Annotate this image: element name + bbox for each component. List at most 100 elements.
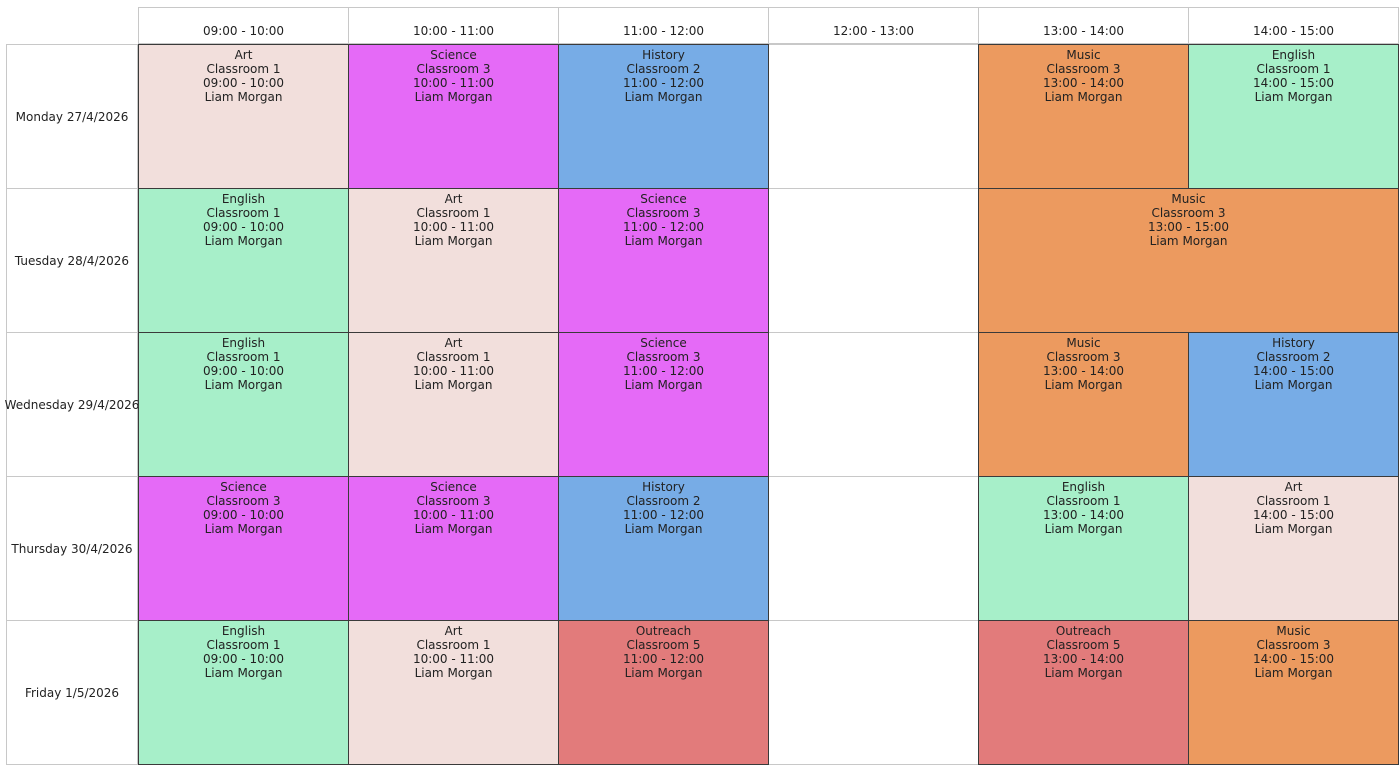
lesson-room: Classroom 1 [1256, 494, 1331, 508]
empty-slot [768, 620, 979, 765]
lesson-room: Classroom 1 [1256, 62, 1331, 76]
lesson-time: 11:00 - 12:00 [622, 76, 705, 90]
lesson-block[interactable]: Science Classroom 3 10:00 - 11:00 Liam Morg… [348, 476, 559, 621]
lesson-subject: Art [234, 48, 253, 62]
lesson-room: Classroom 3 [626, 206, 701, 220]
time-header: 10:00 - 11:00 [348, 7, 559, 44]
lesson-time: 11:00 - 12:00 [622, 652, 705, 666]
lesson-block[interactable]: Music Classroom 3 13:00 - 14:00 Liam Morgan [978, 44, 1189, 189]
lesson-block[interactable]: Art Classroom 1 10:00 - 11:00 Liam Morgan [348, 620, 559, 765]
time-header: 09:00 - 10:00 [138, 7, 349, 44]
lesson-block[interactable]: English Classroom 1 09:00 - 10:00 Liam Morg… [138, 188, 349, 333]
lesson-subject: English [221, 192, 266, 206]
lesson-subject: Science [430, 480, 477, 494]
lesson-teacher: Liam Morgan [414, 234, 493, 248]
day-label: Tuesday 28/4/2026 [6, 188, 138, 333]
lesson-subject: English [1271, 48, 1316, 62]
lesson-block[interactable]: Outreach Classroom 5 13:00 - 14:00 Liam Mor… [978, 620, 1189, 765]
lesson-room: Classroom 3 [1151, 206, 1226, 220]
lesson-time: 13:00 - 15:00 [1147, 220, 1230, 234]
lesson-block[interactable]: English Classroom 1 14:00 - 15:00 Liam Morg… [1188, 44, 1399, 189]
empty-slot [768, 332, 979, 477]
lesson-subject: History [642, 480, 685, 494]
lesson-block[interactable]: History Classroom 2 14:00 - 15:00 Liam Morg… [1188, 332, 1399, 477]
lesson-time: 10:00 - 11:00 [412, 220, 495, 234]
lesson-teacher: Liam Morgan [414, 378, 493, 392]
lesson-room: Classroom 1 [206, 206, 281, 220]
lesson-block[interactable]: Art Classroom 1 10:00 - 11:00 Liam Morgan [348, 188, 559, 333]
lesson-time: 14:00 - 15:00 [1252, 364, 1335, 378]
lesson-room: Classroom 1 [206, 62, 281, 76]
time-header: 13:00 - 14:00 [978, 7, 1189, 44]
lesson-room: Classroom 2 [1256, 350, 1331, 364]
lesson-teacher: Liam Morgan [624, 90, 703, 104]
lesson-teacher: Liam Morgan [624, 378, 703, 392]
lesson-teacher: Liam Morgan [204, 378, 283, 392]
lesson-block[interactable]: Music Classroom 3 13:00 - 15:00 Liam Morgan [978, 188, 1399, 333]
lesson-block[interactable]: Art Classroom 1 09:00 - 10:00 Liam Morgan [138, 44, 349, 189]
day-label: Friday 1/5/2026 [6, 620, 138, 765]
lesson-subject: Art [1284, 480, 1303, 494]
lesson-teacher: Liam Morgan [204, 234, 283, 248]
lesson-room: Classroom 1 [206, 638, 281, 652]
time-header: 11:00 - 12:00 [558, 7, 769, 44]
lesson-block[interactable]: English Classroom 1 09:00 - 10:00 Liam Morg… [138, 620, 349, 765]
lesson-block[interactable]: Science Classroom 3 11:00 - 12:00 Liam Morg… [558, 332, 769, 477]
lesson-teacher: Liam Morgan [204, 666, 283, 680]
lesson-block[interactable]: English Classroom 1 09:00 - 10:00 Liam Morg… [138, 332, 349, 477]
lesson-time: 11:00 - 12:00 [622, 220, 705, 234]
lesson-subject: English [221, 624, 266, 638]
lesson-room: Classroom 3 [1256, 638, 1331, 652]
lesson-room: Classroom 1 [416, 638, 491, 652]
lesson-time: 13:00 - 14:00 [1042, 76, 1125, 90]
lesson-room: Classroom 3 [1046, 62, 1121, 76]
lesson-room: Classroom 3 [416, 494, 491, 508]
lesson-time: 14:00 - 15:00 [1252, 76, 1335, 90]
lesson-block[interactable]: Outreach Classroom 5 11:00 - 12:00 Liam Mor… [558, 620, 769, 765]
lesson-time: 13:00 - 14:00 [1042, 364, 1125, 378]
lesson-teacher: Liam Morgan [414, 90, 493, 104]
lesson-block[interactable]: Science Classroom 3 09:00 - 10:00 Liam Morg… [138, 476, 349, 621]
lesson-teacher: Liam Morgan [204, 90, 283, 104]
lesson-block[interactable]: English Classroom 1 13:00 - 14:00 Liam Morg… [978, 476, 1189, 621]
lesson-time: 13:00 - 14:00 [1042, 508, 1125, 522]
lesson-room: Classroom 1 [416, 350, 491, 364]
lesson-room: Classroom 3 [626, 350, 701, 364]
lesson-time: 10:00 - 11:00 [412, 364, 495, 378]
lesson-teacher: Liam Morgan [1044, 378, 1123, 392]
lesson-time: 09:00 - 10:00 [202, 76, 285, 90]
day-label: Thursday 30/4/2026 [6, 476, 138, 621]
lesson-block[interactable]: Art Classroom 1 10:00 - 11:00 Liam Morgan [348, 332, 559, 477]
empty-slot [768, 44, 979, 189]
lesson-time: 09:00 - 10:00 [202, 364, 285, 378]
lesson-block[interactable]: Science Classroom 3 10:00 - 11:00 Liam Morg… [348, 44, 559, 189]
lesson-subject: History [1272, 336, 1315, 350]
lesson-time: 11:00 - 12:00 [622, 364, 705, 378]
lesson-teacher: Liam Morgan [1044, 522, 1123, 536]
lesson-subject: History [642, 48, 685, 62]
lesson-teacher: Liam Morgan [1044, 90, 1123, 104]
lesson-room: Classroom 5 [626, 638, 701, 652]
lesson-block[interactable]: History Classroom 2 11:00 - 12:00 Liam Morg… [558, 476, 769, 621]
lesson-subject: Science [430, 48, 477, 62]
lesson-subject: Art [444, 624, 463, 638]
lesson-subject: English [1061, 480, 1106, 494]
lesson-block[interactable]: Science Classroom 3 11:00 - 12:00 Liam Morg… [558, 188, 769, 333]
lesson-room: Classroom 1 [1046, 494, 1121, 508]
lesson-subject: Science [640, 192, 687, 206]
lesson-time: 10:00 - 11:00 [412, 652, 495, 666]
lesson-block[interactable]: Music Classroom 3 13:00 - 14:00 Liam Morgan [978, 332, 1189, 477]
lesson-block[interactable]: History Classroom 2 11:00 - 12:00 Liam Morg… [558, 44, 769, 189]
lesson-subject: Music [1276, 624, 1311, 638]
lesson-block[interactable]: Art Classroom 1 14:00 - 15:00 Liam Morgan [1188, 476, 1399, 621]
lesson-time: 13:00 - 14:00 [1042, 652, 1125, 666]
lesson-teacher: Liam Morgan [624, 234, 703, 248]
time-header: 14:00 - 15:00 [1188, 7, 1399, 44]
day-label: Wednesday 29/4/2026 [5, 332, 139, 477]
day-label: Monday 27/4/2026 [6, 44, 138, 189]
lesson-block[interactable]: Music Classroom 3 14:00 - 15:00 Liam Morgan [1188, 620, 1399, 765]
lesson-time: 11:00 - 12:00 [622, 508, 705, 522]
lesson-time: 09:00 - 10:00 [202, 652, 285, 666]
lesson-time: 14:00 - 15:00 [1252, 652, 1335, 666]
lesson-time: 10:00 - 11:00 [412, 508, 495, 522]
